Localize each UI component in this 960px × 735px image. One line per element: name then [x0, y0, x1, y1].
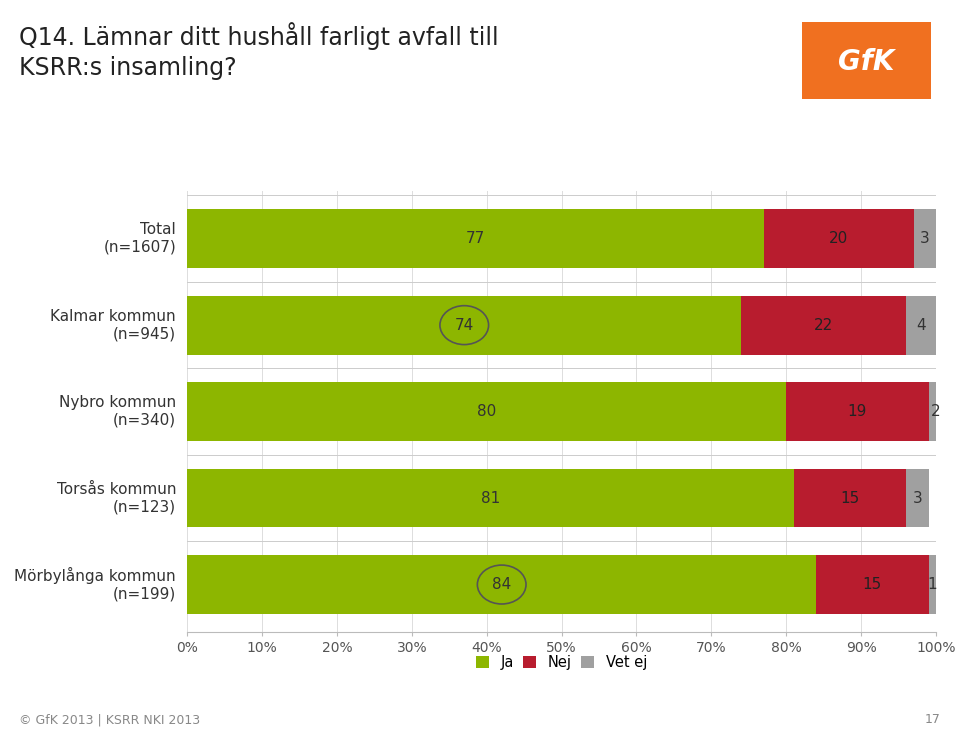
Legend: Ja, Nej, Vet ej: Ja, Nej, Vet ej — [470, 649, 653, 675]
Text: Q14. Lämnar ditt hushåll farligt avfall till
KSRR:s insamling?: Q14. Lämnar ditt hushåll farligt avfall … — [19, 22, 499, 79]
Text: 80: 80 — [477, 404, 496, 419]
Text: 22: 22 — [814, 318, 833, 333]
Text: 1: 1 — [927, 577, 937, 592]
Bar — [914, 209, 936, 268]
Text: 4: 4 — [916, 318, 925, 333]
Text: 20: 20 — [829, 232, 849, 246]
Text: GfK: GfK — [838, 49, 895, 76]
Text: 74: 74 — [455, 318, 474, 333]
Text: 3: 3 — [912, 490, 923, 506]
Bar — [906, 295, 936, 354]
Bar — [906, 469, 928, 528]
Bar — [187, 382, 786, 441]
Bar — [187, 295, 741, 354]
Text: 84: 84 — [492, 577, 512, 592]
Text: 15: 15 — [863, 577, 882, 592]
Text: 81: 81 — [481, 490, 500, 506]
Text: 2: 2 — [931, 404, 941, 419]
Bar — [816, 555, 928, 614]
Text: 3: 3 — [920, 232, 929, 246]
Bar — [786, 382, 928, 441]
Bar — [187, 209, 764, 268]
Bar — [928, 382, 944, 441]
Text: 77: 77 — [466, 232, 485, 246]
Text: © GfK 2013 | KSRR NKI 2013: © GfK 2013 | KSRR NKI 2013 — [19, 713, 201, 726]
Text: 17: 17 — [924, 713, 941, 726]
Text: 15: 15 — [840, 490, 859, 506]
Text: 19: 19 — [848, 404, 867, 419]
Bar — [928, 555, 936, 614]
Bar — [794, 469, 906, 528]
Bar — [741, 295, 906, 354]
FancyBboxPatch shape — [802, 22, 931, 99]
Bar — [187, 469, 794, 528]
Bar — [187, 555, 816, 614]
Bar — [764, 209, 914, 268]
